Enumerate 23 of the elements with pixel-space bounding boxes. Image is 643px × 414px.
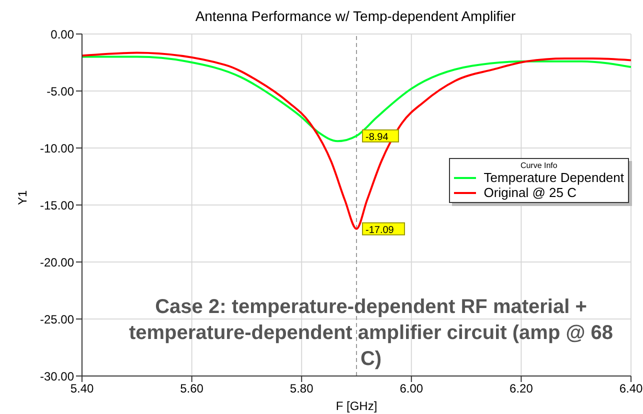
y-tick-label: -25.00 (40, 312, 74, 326)
legend-label: Original @ 25 C (482, 185, 578, 200)
x-tick-label: 5.60 (180, 382, 204, 396)
y-tick-label: -20.00 (40, 255, 74, 270)
y-tick-label: 0.00 (50, 27, 74, 42)
legend-label: Temperature Dependent (482, 170, 624, 185)
x-axis-title: F [GHz] (336, 399, 378, 413)
y-axis-title: Y1 (15, 190, 30, 205)
y-tick-label: -30.00 (40, 369, 74, 384)
x-tick-label: 6.20 (510, 382, 534, 396)
y-tick-label: -5.00 (46, 84, 74, 98)
y-tick-label: -10.00 (40, 141, 74, 156)
line-series (82, 56, 631, 142)
annotation: Case 2: temperature-dependent RF material + temperature-dependent amplifier circuit (amp @ 68 C) (128, 295, 614, 372)
x-tick-label: 6.40 (619, 382, 643, 396)
annotation: -17.09 (366, 224, 394, 236)
chart-title: Antenna Performance w/ Temp-dependent Amplifier (194, 8, 517, 26)
y-tick-label: -15.00 (40, 198, 74, 212)
legend-title: Curve Info (519, 161, 558, 170)
x-tick-label: 6.00 (400, 382, 424, 396)
x-tick-label: 5.40 (70, 382, 94, 396)
x-tick-label: 5.80 (290, 382, 314, 396)
annotation: -8.94 (366, 132, 389, 143)
